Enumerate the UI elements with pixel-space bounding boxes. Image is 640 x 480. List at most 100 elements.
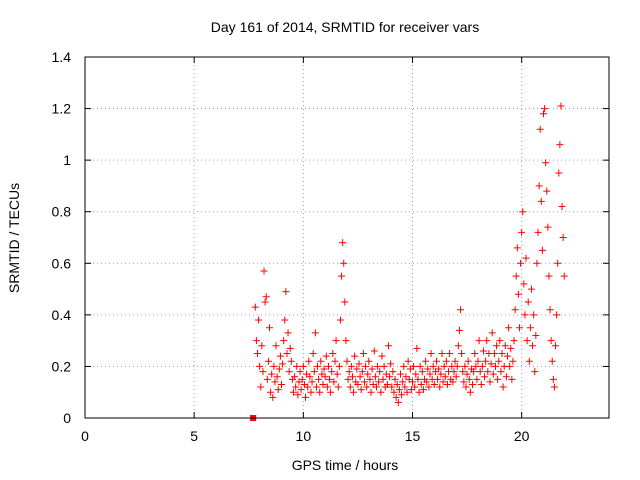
data-point-marker [423, 378, 431, 386]
data-point-marker [489, 370, 497, 378]
data-point-marker [314, 362, 322, 370]
data-point-marker [305, 357, 313, 365]
data-point-marker [517, 259, 525, 267]
data-point-marker [280, 337, 288, 345]
data-point-marker [388, 383, 396, 391]
data-point-marker [559, 234, 567, 241]
data-point-marker [390, 388, 398, 396]
data-point-marker [475, 337, 483, 345]
data-point-marker [503, 352, 511, 360]
data-point-marker [370, 347, 378, 355]
data-point-marker [460, 378, 468, 386]
data-point-marker [328, 368, 336, 376]
data-point-marker [378, 352, 386, 360]
y-axis-title: SRMTID / TECUs [6, 183, 22, 293]
data-point-marker [429, 362, 437, 370]
data-point-marker [513, 244, 521, 252]
data-point-marker [393, 380, 401, 388]
data-point-marker [544, 223, 552, 231]
data-point-marker [316, 388, 324, 396]
data-point-marker [443, 380, 451, 388]
data-point-marker [476, 368, 484, 376]
data-point-marker [403, 388, 411, 396]
data-point-marker [359, 350, 367, 358]
plot-area-frame [84, 56, 610, 419]
data-point-marker [271, 378, 279, 386]
data-point-marker [394, 399, 402, 407]
data-point-marker [550, 383, 558, 391]
x-tick-label: 15 [405, 428, 421, 444]
data-point-marker [374, 362, 382, 370]
data-point-marker [459, 368, 467, 376]
data-point-marker [502, 373, 510, 381]
data-point-marker [324, 362, 332, 370]
data-point-marker [302, 393, 310, 401]
data-point-marker [535, 182, 543, 190]
data-point-marker [436, 383, 444, 391]
data-point-marker [453, 362, 461, 370]
data-point-marker [331, 357, 339, 365]
data-point-marker [509, 357, 517, 365]
data-point-marker [284, 329, 292, 337]
data-point-marker [387, 360, 395, 368]
data-point-marker [463, 370, 471, 378]
data-point-marker [538, 246, 546, 254]
data-point-marker [270, 362, 278, 370]
data-point-marker [360, 378, 368, 386]
data-point-marker [494, 375, 502, 383]
data-point-marker [351, 352, 359, 360]
data-point-marker [526, 324, 534, 332]
data-point-marker [560, 272, 568, 280]
data-point-marker [334, 383, 342, 391]
data-point-marker [505, 324, 513, 332]
data-point-marker [521, 311, 529, 319]
data-point-marker [276, 352, 284, 360]
data-point-marker [556, 141, 564, 149]
data-point-marker [297, 386, 305, 394]
chart-title: Day 161 of 2014, SRMTID for receiver var… [211, 19, 479, 35]
data-point-marker [411, 383, 419, 391]
data-point-marker [312, 383, 320, 391]
data-point-marker [478, 362, 486, 370]
data-point-marker [543, 187, 551, 195]
data-point-marker [415, 388, 423, 396]
data-point-marker [507, 344, 515, 352]
data-point-marker [427, 350, 435, 358]
data-point-marker [343, 357, 351, 365]
data-point-marker [495, 357, 503, 365]
data-point-marker [440, 362, 448, 370]
data-point-marker [490, 350, 498, 358]
data-point-marker [338, 272, 346, 280]
data-point-marker [372, 383, 380, 391]
data-point-marker [455, 326, 463, 334]
data-point-marker [296, 368, 304, 376]
data-point-marker [438, 350, 446, 358]
data-point-marker [285, 368, 293, 376]
data-point-marker [401, 383, 409, 391]
data-point-marker [410, 362, 418, 370]
data-point-marker [257, 383, 265, 391]
data-point-marker [510, 337, 518, 345]
data-point-marker [379, 375, 387, 383]
data-point-marker [329, 350, 337, 358]
data-point-marker [294, 391, 302, 399]
data-point-marker [461, 362, 469, 370]
data-point-marker [395, 386, 403, 394]
data-point-marker [258, 342, 266, 350]
data-point-marker [335, 362, 343, 370]
data-point-marker [487, 360, 495, 368]
data-point-marker [548, 357, 556, 365]
data-point-marker [291, 373, 299, 381]
data-point-marker [357, 386, 365, 394]
data-point-marker [506, 362, 514, 370]
data-point-marker [371, 373, 379, 381]
y-tick-label: 1.2 [52, 101, 72, 117]
data-point-marker [315, 375, 323, 383]
data-point-marker [435, 365, 443, 373]
data-point-marker [508, 375, 516, 383]
data-point-marker [557, 102, 565, 110]
data-point-marker [414, 375, 422, 383]
data-point-marker [527, 285, 535, 293]
data-point-marker [286, 344, 294, 352]
data-point-marker [278, 380, 285, 388]
